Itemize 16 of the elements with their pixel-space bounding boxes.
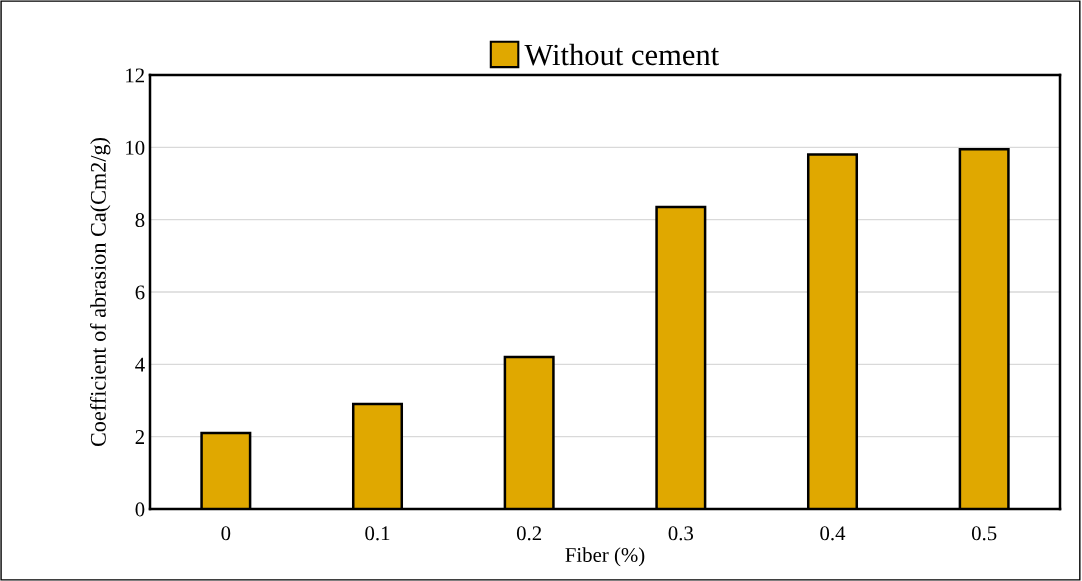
x-tick-label: 0 [221,526,231,541]
x-tick-label: 0.2 [516,526,542,541]
y-tick-label: 6 [135,285,145,300]
x-axis-title: Fiber (%) [565,547,645,567]
y-tick-label: 10 [126,140,145,155]
x-tick-label: 0.1 [365,526,390,541]
y-tick-label: 8 [135,213,145,228]
y-tick-label: 2 [135,430,144,444]
y-tick-label: 12 [126,68,144,83]
y-tick-label: 4 [135,357,145,372]
y-axis-title: Coefficient of abrasion Ca(Cm2/g) [89,137,111,447]
x-tick-label: 0.4 [820,526,846,541]
y-tick-label: 0 [135,502,145,517]
x-tick-label: 0.3 [668,526,694,541]
x-tick-label: 0.5 [971,526,997,541]
legend-label: Without cement [524,43,720,66]
